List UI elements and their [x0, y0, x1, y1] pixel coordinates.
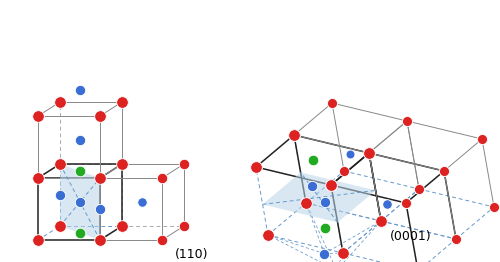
Point — [415, 187, 423, 191]
Point — [34, 238, 42, 242]
Point — [384, 201, 392, 206]
Point — [403, 119, 411, 123]
Point — [180, 224, 188, 228]
Point — [320, 252, 328, 256]
Point — [56, 193, 64, 197]
Point — [452, 237, 460, 241]
Point — [96, 176, 104, 180]
Point — [252, 165, 260, 169]
Point — [365, 151, 373, 155]
Point — [158, 238, 166, 242]
Point — [76, 88, 84, 92]
Point — [252, 165, 260, 169]
Point — [76, 231, 84, 235]
Point — [308, 184, 316, 188]
Point — [403, 119, 411, 123]
Point — [320, 226, 328, 230]
Polygon shape — [262, 172, 376, 222]
Point — [118, 100, 126, 104]
Point — [34, 176, 42, 180]
Point — [478, 137, 486, 141]
Point — [346, 152, 354, 156]
Point — [76, 169, 84, 173]
Point — [340, 169, 348, 173]
Point — [402, 201, 410, 205]
Point — [138, 200, 146, 204]
Point — [308, 158, 316, 162]
Point — [377, 219, 385, 223]
Point — [478, 137, 486, 141]
Point — [56, 224, 64, 228]
Point — [440, 169, 448, 173]
Point — [96, 207, 104, 211]
Point — [56, 100, 64, 104]
Point — [76, 200, 84, 204]
Point — [328, 101, 336, 105]
Point — [96, 114, 104, 118]
Point — [76, 138, 84, 142]
Point — [302, 201, 310, 205]
Polygon shape — [60, 164, 100, 240]
Point — [320, 200, 328, 204]
Point — [327, 183, 335, 187]
Point — [290, 133, 298, 137]
Point — [365, 151, 373, 155]
Point — [264, 233, 272, 237]
Text: (0001): (0001) — [390, 230, 432, 243]
Point — [158, 176, 166, 180]
Point — [56, 162, 64, 166]
Point — [440, 169, 448, 173]
Point — [180, 162, 188, 166]
Point — [328, 101, 336, 105]
Point — [34, 114, 42, 118]
Point — [118, 224, 126, 228]
Point — [96, 238, 104, 242]
Point — [490, 205, 498, 209]
Point — [118, 162, 126, 166]
Point — [290, 133, 298, 137]
Text: (110): (110) — [175, 248, 208, 261]
Point — [339, 251, 347, 255]
Point — [402, 201, 410, 205]
Point — [327, 183, 335, 187]
